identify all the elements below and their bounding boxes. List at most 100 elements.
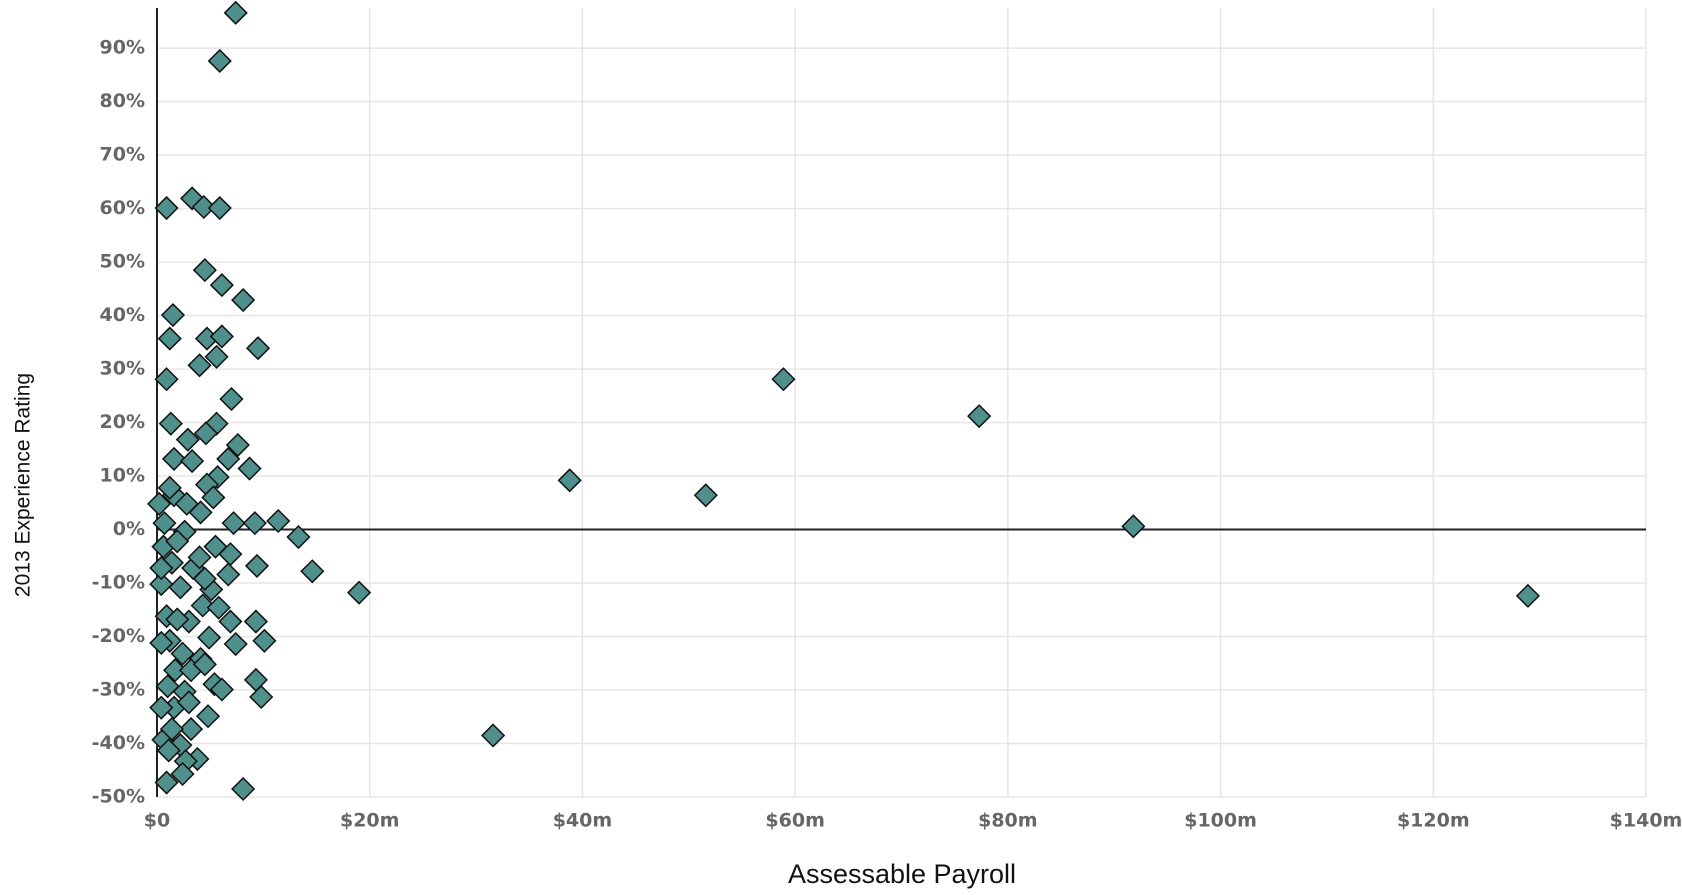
- point: [197, 625, 222, 650]
- y-tick-label: -40%: [92, 732, 145, 754]
- point: [209, 677, 234, 702]
- point: [693, 483, 718, 508]
- point: [223, 0, 248, 25]
- point: [180, 449, 205, 474]
- point: [147, 491, 172, 516]
- y-tick-label: 80%: [100, 90, 145, 112]
- point: [347, 580, 372, 605]
- point: [161, 446, 187, 471]
- point: [207, 195, 232, 221]
- x-tick-label: $20m: [340, 810, 399, 832]
- point: [231, 776, 256, 802]
- point: [163, 658, 188, 683]
- point: [231, 288, 256, 313]
- point: [190, 593, 215, 618]
- point: [154, 195, 179, 221]
- x-tick-label: $60m: [765, 810, 824, 832]
- x-tick-label: $40m: [553, 810, 612, 832]
- y-tick-label: 40%: [100, 304, 145, 326]
- point: [149, 630, 174, 656]
- point: [157, 326, 182, 351]
- point: [165, 529, 190, 554]
- point: [149, 695, 174, 720]
- y-tick-label: 50%: [100, 251, 145, 273]
- point: [158, 411, 183, 436]
- x-tick-label: $120m: [1397, 810, 1470, 832]
- point: [192, 566, 217, 591]
- point: [209, 324, 234, 349]
- point: [223, 631, 248, 657]
- point: [156, 738, 181, 763]
- point: [300, 559, 325, 584]
- point: [243, 609, 268, 634]
- point: [218, 609, 243, 634]
- point: [188, 500, 213, 525]
- point: [187, 353, 212, 378]
- point: [237, 456, 262, 481]
- point: [225, 432, 250, 458]
- point: [206, 595, 231, 620]
- point: [286, 524, 311, 550]
- point: [216, 446, 241, 471]
- x-tick-label: $100m: [1184, 810, 1257, 832]
- point: [216, 562, 241, 587]
- point: [249, 684, 274, 710]
- point: [245, 336, 271, 361]
- point: [191, 194, 216, 220]
- y-tick-label: 10%: [100, 465, 145, 487]
- point: [178, 717, 204, 742]
- point: [201, 485, 226, 510]
- point: [1121, 514, 1146, 539]
- point: [967, 404, 992, 429]
- x-tick-label: $80m: [978, 810, 1037, 832]
- point: [244, 553, 270, 578]
- point: [176, 690, 201, 715]
- y-tick-label: 60%: [100, 197, 145, 219]
- point: [1515, 583, 1541, 608]
- y-tick-label: -30%: [92, 679, 145, 701]
- y-tick-label: -20%: [92, 625, 145, 647]
- point: [168, 575, 193, 600]
- point: [266, 508, 291, 534]
- point: [159, 717, 184, 742]
- point: [481, 723, 506, 748]
- point: [557, 468, 582, 493]
- y-tick-label: 0%: [113, 518, 145, 540]
- y-tick-label: 30%: [100, 358, 145, 380]
- y-tick-label: -50%: [92, 786, 145, 808]
- point: [154, 367, 179, 392]
- x-tick-label: $140m: [1610, 810, 1682, 832]
- point: [175, 427, 200, 452]
- point: [195, 704, 221, 729]
- point: [155, 674, 180, 699]
- point: [180, 186, 205, 211]
- y-axis-title: 2013 Experience Rating: [12, 373, 35, 597]
- point: [152, 511, 177, 536]
- point: [149, 555, 174, 581]
- point: [193, 421, 218, 446]
- point: [170, 641, 195, 666]
- point: [192, 652, 217, 677]
- point: [192, 258, 217, 283]
- y-tick-label: -10%: [92, 572, 145, 594]
- point: [204, 344, 229, 369]
- point: [170, 761, 195, 787]
- point: [154, 770, 179, 795]
- point: [242, 511, 267, 536]
- y-tick-label: 90%: [100, 37, 145, 59]
- point: [149, 572, 174, 597]
- point: [209, 273, 234, 298]
- point: [187, 545, 212, 570]
- point: [165, 607, 190, 632]
- y-tick-label: 70%: [100, 144, 145, 166]
- point: [157, 475, 182, 500]
- point: [252, 628, 277, 653]
- y-tick-label: 20%: [100, 411, 145, 433]
- point: [160, 302, 186, 328]
- x-tick-label: $0: [144, 810, 170, 832]
- x-axis-title: Assessable Payroll: [788, 859, 1016, 889]
- point: [221, 511, 246, 536]
- point: [207, 48, 232, 74]
- point: [219, 386, 244, 412]
